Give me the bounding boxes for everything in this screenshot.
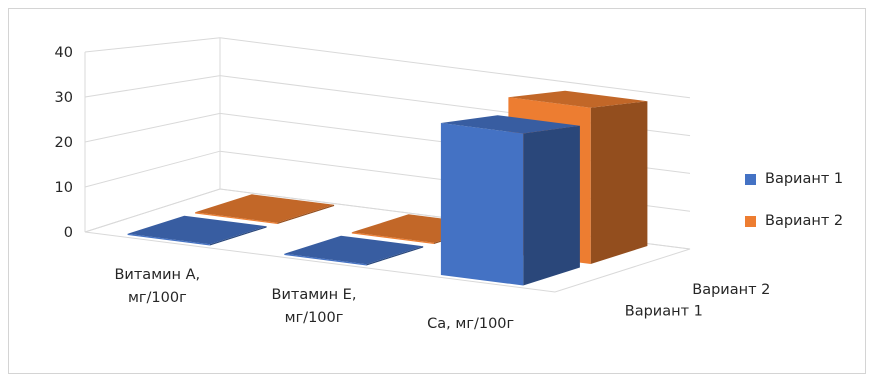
bar-s2-c1-front [195, 212, 278, 224]
legend-label-series-1: Вариант 1 [765, 171, 844, 187]
legend-label-series-2: Вариант 2 [765, 213, 844, 229]
x-tick-label-1: Витамин Е, мг/100г [272, 287, 357, 326]
y-tick-label-2: 20 [55, 135, 73, 151]
bar-s1-c2-top [284, 235, 424, 265]
bar-s1-c3-front [440, 123, 524, 286]
legend-item-series-2: Вариант 2 [745, 210, 843, 232]
gridline-4 [84, 37, 691, 99]
bar-s2-c2-front [351, 232, 434, 244]
legend-swatch-series-1 [745, 173, 756, 185]
bar-s2-c3-side [590, 101, 648, 264]
legend: Вариант 1 Вариант 2 [745, 168, 843, 252]
bar-s1-c2-front [284, 253, 367, 266]
bar-s2-c3-top [508, 90, 648, 108]
legend-item-series-1: Вариант 1 [745, 168, 843, 190]
bar-s2-c1-top [195, 194, 335, 223]
x-tick-label-0: Витамин А, мг/100г [114, 267, 200, 306]
bar-s1-c1-top [127, 215, 267, 245]
chart-frame [8, 8, 866, 374]
y-tick-label-0: 0 [64, 225, 73, 241]
y-tick-label-4: 40 [55, 45, 73, 61]
y-tick-label-3: 30 [55, 90, 73, 106]
bar-s1-c3-side [523, 125, 580, 286]
legend-swatch-series-2 [745, 215, 756, 227]
bar-s2-c1-side [277, 204, 335, 224]
depth-label-1: Вариант 2 [692, 282, 770, 298]
bar-s1-c1-front [127, 233, 210, 246]
bar-s1-c1-side [209, 226, 267, 246]
bar-s1-c3-top [440, 115, 580, 134]
x-tick-label-2: Са, мг/100г [427, 316, 514, 332]
bar-s1-c2-side [366, 246, 424, 266]
depth-label-0: Вариант 1 [625, 303, 703, 319]
y-tick-label-1: 10 [55, 180, 73, 196]
